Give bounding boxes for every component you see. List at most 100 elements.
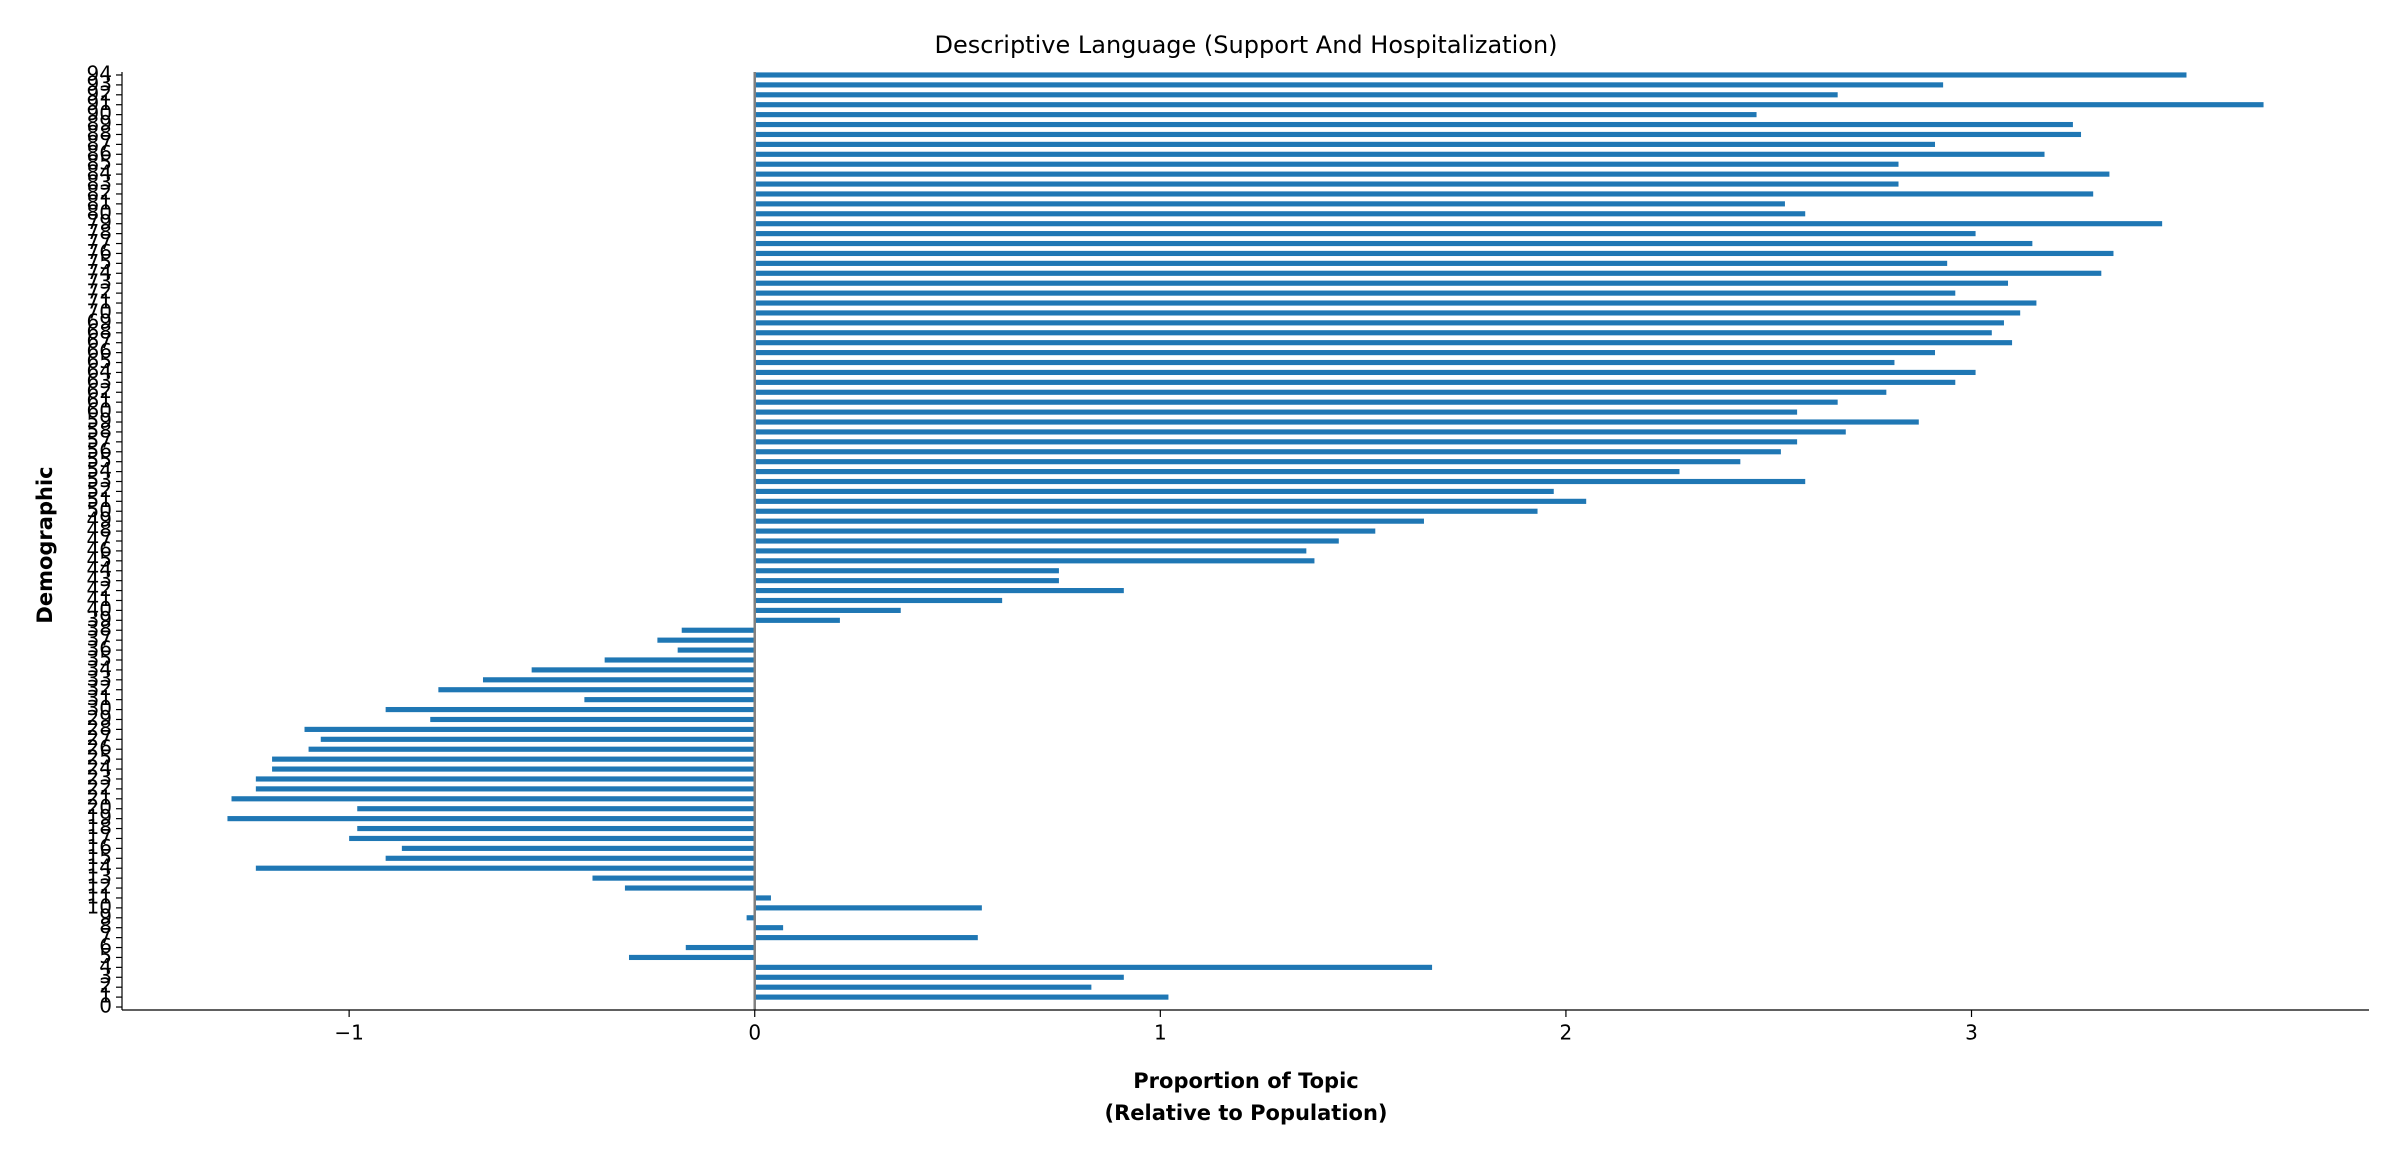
bar	[584, 697, 755, 703]
bar	[754, 935, 978, 941]
bar	[754, 270, 2102, 276]
y-tick-label: 13	[87, 865, 112, 889]
y-tick-label: 6	[99, 934, 112, 958]
y-tick-label: 88	[87, 121, 112, 145]
y-tick-label: 93	[87, 71, 112, 95]
bar	[754, 181, 1899, 187]
x-tick-label: 1	[1154, 1021, 1167, 1045]
y-tick-label: 81	[87, 190, 112, 214]
bar	[754, 240, 2033, 247]
y-tick-label: 34	[87, 656, 112, 680]
y-tick-label: 12	[87, 875, 112, 899]
y-tick-label: 33	[87, 666, 112, 690]
bar	[754, 399, 1838, 405]
bar	[677, 647, 755, 653]
y-tick-label: 2	[99, 974, 112, 998]
y-tick-label: 5	[99, 944, 112, 968]
bar	[754, 984, 1092, 990]
bar	[754, 260, 1948, 266]
bar	[754, 617, 840, 623]
x-axis-label: Proportion of Topic	[1133, 1069, 1358, 1093]
bar	[628, 954, 755, 961]
y-tick-label: 68	[87, 319, 112, 343]
y-tick-label: 89	[87, 111, 112, 135]
y-tick-label: 21	[87, 785, 112, 809]
y-tick-label: 56	[87, 438, 112, 462]
y-tick-label: 67	[87, 329, 112, 353]
bar	[754, 905, 982, 911]
y-tick-label: 1	[99, 984, 112, 1008]
y-tick-label: 9	[99, 904, 112, 928]
y-tick-label: 87	[87, 131, 112, 155]
bar	[754, 320, 2004, 326]
bar	[754, 925, 784, 931]
bar	[754, 82, 1944, 88]
y-tick-label: 75	[87, 250, 112, 274]
bar	[754, 141, 1936, 147]
y-tick-label: 54	[87, 458, 112, 482]
y-tick-label: 48	[87, 518, 112, 542]
bar	[272, 756, 755, 762]
x-axis-label: (Relative to Population)	[1104, 1101, 1387, 1125]
y-tick-label: 79	[87, 210, 112, 234]
y-tick-label: 35	[87, 646, 112, 670]
bar	[754, 597, 1003, 604]
bar	[357, 825, 755, 832]
y-tick-label: 90	[87, 101, 112, 125]
bar	[754, 359, 1895, 366]
bar	[349, 835, 755, 842]
y-tick-label: 36	[87, 637, 112, 661]
y-tick-label: 77	[87, 230, 112, 254]
y-tick-label: 37	[87, 627, 112, 651]
y-tick-label: 19	[87, 805, 112, 829]
bar	[227, 816, 755, 822]
y-tick-label: 16	[87, 835, 112, 859]
y-tick-label: 42	[87, 577, 112, 601]
y-tick-label: 86	[87, 141, 112, 165]
y-tick-label: 23	[87, 765, 112, 789]
bar	[385, 855, 755, 861]
y-tick-label: 78	[87, 220, 112, 244]
y-tick-label: 63	[87, 369, 112, 393]
y-tick-label: 47	[87, 528, 112, 552]
y-tick-label: 84	[87, 161, 112, 185]
bar	[754, 290, 1956, 296]
bar	[754, 72, 2187, 78]
y-tick-label: 40	[87, 597, 112, 621]
y-tick-label: 52	[87, 478, 112, 502]
y-tick-label: 26	[87, 736, 112, 760]
bar	[308, 746, 755, 752]
bar	[754, 121, 2073, 128]
y-tick-label: 28	[87, 716, 112, 740]
y-tick-label: 4	[99, 954, 112, 978]
bar	[754, 231, 1976, 237]
bar	[624, 885, 755, 891]
bar	[754, 310, 2021, 316]
bar	[304, 726, 755, 732]
bar	[754, 151, 2045, 157]
y-tick-label: 50	[87, 498, 112, 522]
bar	[657, 637, 755, 643]
bar	[754, 568, 1059, 574]
bar	[754, 994, 1169, 1000]
y-tick-label: 85	[87, 151, 112, 175]
bar	[754, 340, 2013, 346]
y-tick-label: 15	[87, 845, 112, 869]
y-tick-label: 30	[87, 696, 112, 720]
y-tick-label: 72	[87, 280, 112, 304]
y-tick-label: 59	[87, 409, 112, 433]
bar	[438, 687, 755, 693]
bar	[754, 974, 1124, 980]
y-tick-label: 91	[87, 91, 112, 115]
y-tick-label: 92	[87, 81, 112, 105]
bar	[531, 667, 755, 673]
bar	[754, 250, 2114, 257]
bar	[754, 518, 1424, 524]
y-tick-label: 29	[87, 706, 112, 730]
y-tick-label: 71	[87, 290, 112, 314]
bar	[272, 766, 755, 772]
y-tick-label: 60	[87, 399, 112, 423]
y-tick-label: 39	[87, 607, 112, 631]
bar	[746, 915, 755, 921]
